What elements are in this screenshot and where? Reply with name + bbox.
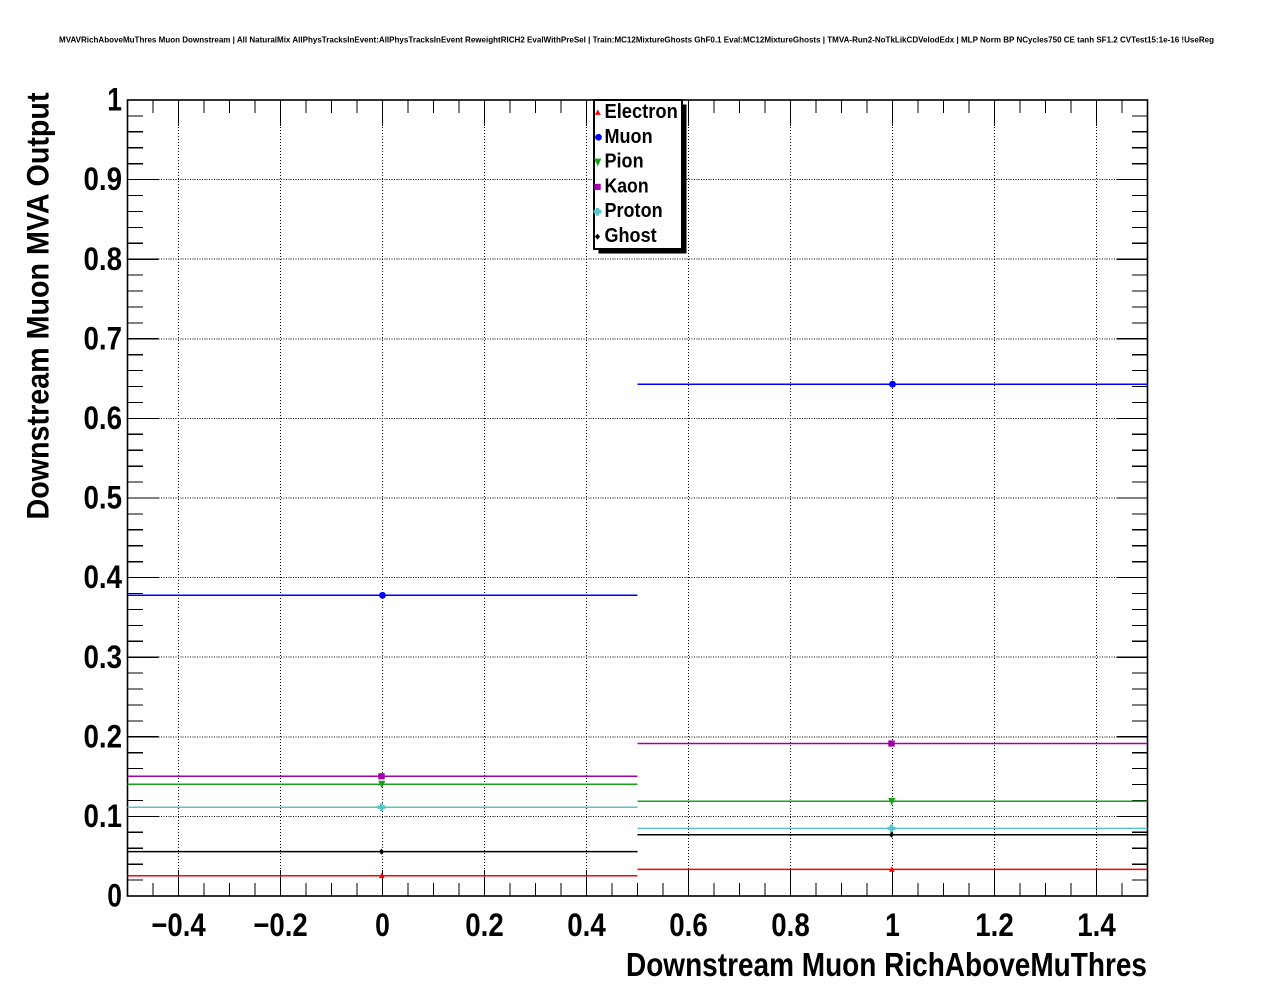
svg-text:Kaon: Kaon bbox=[605, 174, 649, 197]
svg-text:0.2: 0.2 bbox=[465, 907, 504, 943]
svg-text:1: 1 bbox=[885, 907, 900, 943]
svg-text:Ghost: Ghost bbox=[605, 224, 657, 247]
svg-text:0.1: 0.1 bbox=[84, 798, 123, 834]
svg-text:0.3: 0.3 bbox=[84, 639, 123, 675]
svg-text:0.9: 0.9 bbox=[84, 161, 123, 197]
svg-text:Downstream Muon MVA Output: Downstream Muon MVA Output bbox=[20, 92, 56, 519]
svg-text:−0.2: −0.2 bbox=[253, 907, 307, 943]
svg-text:1: 1 bbox=[107, 82, 122, 118]
svg-text:Proton: Proton bbox=[605, 199, 663, 222]
svg-text:Downstream Muon RichAboveMuThr: Downstream Muon RichAboveMuThres bbox=[626, 946, 1147, 983]
svg-text:0: 0 bbox=[375, 907, 390, 943]
svg-text:Electron: Electron bbox=[605, 100, 678, 123]
svg-text:MVAVRichAboveMuThres Muon Down: MVAVRichAboveMuThres Muon Downstream | A… bbox=[59, 36, 1214, 45]
svg-text:0.4: 0.4 bbox=[84, 559, 123, 595]
svg-text:−0.4: −0.4 bbox=[151, 907, 205, 943]
svg-text:0: 0 bbox=[107, 878, 122, 914]
svg-text:0.7: 0.7 bbox=[84, 320, 123, 356]
svg-text:0.8: 0.8 bbox=[771, 907, 810, 943]
svg-text:0.4: 0.4 bbox=[567, 907, 606, 943]
svg-text:1.2: 1.2 bbox=[975, 907, 1014, 943]
svg-text:0.6: 0.6 bbox=[84, 400, 123, 436]
svg-text:0.5: 0.5 bbox=[84, 480, 123, 516]
svg-text:0.8: 0.8 bbox=[84, 241, 123, 277]
svg-text:Muon: Muon bbox=[605, 125, 653, 148]
svg-text:0.2: 0.2 bbox=[84, 718, 123, 754]
svg-text:0.6: 0.6 bbox=[669, 907, 708, 943]
svg-text:Pion: Pion bbox=[605, 150, 644, 173]
svg-text:1.4: 1.4 bbox=[1077, 907, 1116, 943]
